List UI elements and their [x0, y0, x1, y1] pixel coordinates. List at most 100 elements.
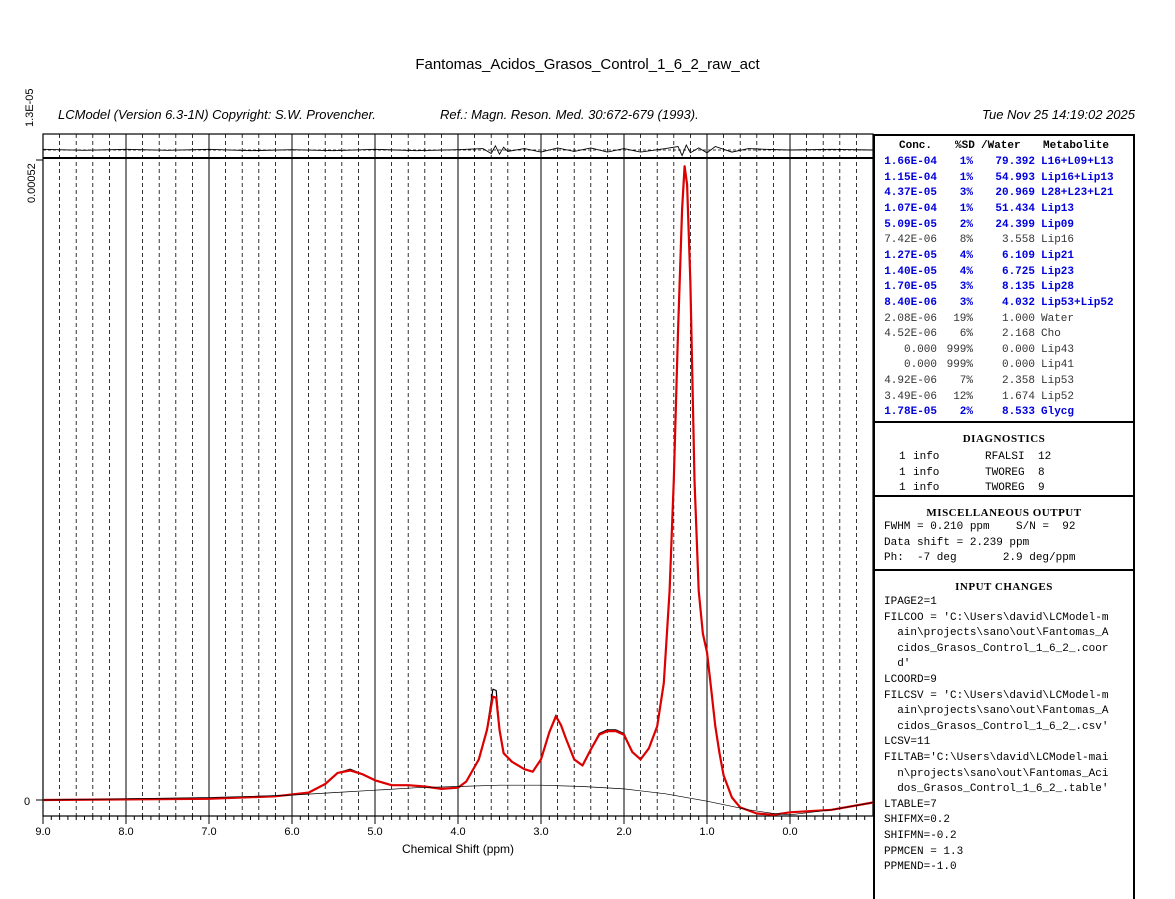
header-conc: Conc. [899, 140, 933, 152]
sd-value: 999% [946, 343, 973, 356]
y-zero-label: 0 [24, 796, 31, 808]
conc-value: 1.78E-05 [884, 406, 937, 419]
conc-value: 7.42E-06 [884, 234, 937, 247]
metabolite-name: Lip52 [1041, 390, 1075, 403]
metabolite-name: Water [1041, 312, 1075, 325]
conc-value: 1.70E-05 [884, 281, 937, 294]
conc-value: 2.08E-06 [884, 312, 937, 325]
conc-value: 5.09E-05 [884, 218, 937, 231]
conc-value: 0.000 [903, 359, 937, 372]
input-change-line: PPMCEN = 1.3 [884, 845, 964, 858]
x-axis-label: Chemical Shift (ppm) [402, 842, 515, 856]
sd-value: 999% [946, 359, 973, 372]
input-changes-title: INPUT CHANGES [955, 581, 1053, 593]
concentration-table: Conc. %SD /Water Metabolite 1.66E-04 1% 79… [873, 134, 1135, 423]
metabolite-name: Lip13 [1041, 202, 1075, 215]
conc-value: 1.66E-04 [884, 156, 937, 168]
sd-value: 3% [959, 281, 973, 294]
input-change-line: ain\projects\sano\out\Fantomas_A [884, 705, 1109, 718]
sd-value: 2% [959, 406, 973, 419]
header-water: /Water [981, 140, 1021, 152]
metabolite-name: Lip16+Lip13 [1041, 171, 1114, 184]
sd-value: 2% [959, 218, 973, 231]
concentration-row: 1.70E-05 3% 8.135 Lip28 [875, 281, 1133, 296]
water-ratio: 20.969 [995, 187, 1035, 200]
water-ratio: 2.168 [1001, 328, 1035, 341]
input-change-line: n\projects\sano\out\Fantomas_Aci [884, 767, 1109, 780]
input-change-line: cidos_Grasos_Control_1_6_2_.csv' [884, 720, 1109, 733]
input-change-line: d' [884, 658, 911, 671]
grid-lines [42, 134, 857, 816]
x-tick-label: 8.0 [118, 826, 134, 838]
conc-value: 1.15E-04 [884, 171, 937, 184]
x-tick-label: 7.0 [201, 826, 217, 838]
misc-line: FWHM = 0.210 ppm S/N = 92 [884, 521, 1076, 533]
x-tick-label: 2.0 [616, 826, 632, 838]
water-ratio: 8.533 [1001, 406, 1035, 419]
series-fit [42, 165, 874, 816]
metabolite-name: Cho [1041, 328, 1061, 341]
water-ratio: 1.674 [1001, 390, 1035, 403]
sd-value: 1% [959, 171, 973, 184]
diag-type: info [913, 466, 940, 479]
concentration-row: 1.78E-05 2% 8.533 Glycg [875, 406, 1133, 421]
sd-value: 3% [959, 187, 973, 200]
input-change-line: LCSV=11 [884, 736, 931, 749]
concentration-table-header: Conc. %SD /Water Metabolite [875, 140, 1133, 154]
water-ratio: 54.993 [995, 171, 1035, 184]
diag-number: 12 [1038, 451, 1052, 463]
conc-value: 0.000 [903, 343, 937, 356]
input-change-line: SHIFMN=-0.2 [884, 829, 957, 842]
water-ratio: 1.000 [1001, 312, 1035, 325]
diagnostics-panel: DIAGNOSTICS 1 info RFALSI 12 1 info TWOREG 8 1 in… [873, 421, 1135, 497]
concentration-row: 7.42E-06 8% 3.558 Lip16 [875, 234, 1133, 249]
concentration-row: 1.15E-04 1% 54.993 Lip16+Lip13 [875, 172, 1133, 187]
diag-code: TWOREG [985, 482, 1025, 494]
input-change-line: PPMEND=-1.0 [884, 861, 957, 874]
sd-value: 1% [959, 202, 973, 215]
concentration-row: 3.49E-06 12% 1.674 Lip52 [875, 391, 1133, 406]
x-tick-label: 0.0 [782, 826, 798, 838]
water-ratio: 6.725 [1001, 265, 1035, 278]
metabolite-name: L28+L23+L21 [1041, 187, 1114, 200]
x-axis-ticks [42, 816, 866, 824]
metabolite-name: Lip21 [1041, 249, 1075, 262]
metabolite-name: Lip16 [1041, 234, 1075, 247]
sd-value: 4% [959, 265, 973, 278]
diagnostic-row: 1 info TWOREG 8 [875, 467, 1135, 482]
input-changes-panel: INPUT CHANGES IPAGE2=1 FILCOO = 'C:\Users… [873, 569, 1135, 899]
concentration-row: 1.66E-04 1% 79.392 L16+L09+L13 [875, 156, 1133, 171]
header-sd: %SD [955, 140, 975, 152]
conc-value: 4.92E-06 [884, 375, 937, 388]
water-ratio: 0.000 [1001, 359, 1035, 372]
x-tick-label: 5.0 [367, 826, 383, 838]
miscellaneous-output-panel: MISCELLANEOUS OUTPUT FWHM = 0.210 ppm S/… [873, 495, 1135, 571]
input-change-line: IPAGE2=1 [884, 596, 937, 608]
metabolite-name: Lip53+Lip52 [1041, 296, 1114, 309]
series-residual [42, 144, 874, 157]
program-version: LCModel (Version 6.3-1N) Copyright: S.W.… [58, 107, 376, 122]
conc-value: 8.40E-06 [884, 296, 937, 309]
concentration-row: 1.07E-04 1% 51.434 Lip13 [875, 203, 1133, 218]
input-change-line: cidos_Grasos_Control_1_6_2_.coor [884, 642, 1109, 655]
conc-value: 4.52E-06 [884, 328, 937, 341]
water-ratio: 4.032 [1001, 296, 1035, 309]
sd-value: 19% [953, 312, 973, 325]
diag-count: 1 [899, 451, 906, 463]
metabolite-name: Lip43 [1041, 343, 1075, 356]
misc-line: Data shift = 2.239 ppm [884, 536, 1030, 549]
concentration-row: 0.000 999% 0.000 Lip41 [875, 359, 1133, 374]
metabolite-name: Lip23 [1041, 265, 1075, 278]
series-baseline [42, 784, 874, 816]
concentration-row: 4.92E-06 7% 2.358 Lip53 [875, 375, 1133, 390]
diagnostics-title: DIAGNOSTICS [962, 433, 1046, 445]
conc-value: 1.40E-05 [884, 265, 937, 278]
sd-value: 6% [959, 328, 973, 341]
conc-value: 1.07E-04 [884, 202, 937, 215]
diagnostic-row: 1 info RFALSI 12 [875, 451, 1135, 466]
input-change-line: dos_Grasos_Control_1_6_2_.table' [884, 783, 1109, 796]
water-ratio: 51.434 [995, 202, 1035, 215]
concentration-row: 2.08E-06 19% 1.000 Water [875, 313, 1133, 328]
x-tick-label: 4.0 [450, 826, 466, 838]
diag-code: RFALSI [985, 451, 1025, 463]
